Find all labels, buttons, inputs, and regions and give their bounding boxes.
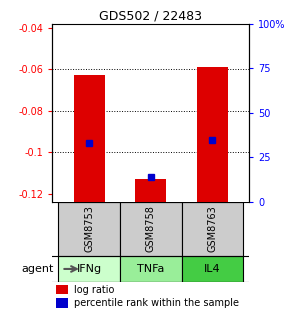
Bar [182, 202, 243, 256]
Bar [56, 298, 68, 308]
Bar [135, 179, 166, 202]
Bar [197, 67, 228, 202]
Text: IFNg: IFNg [77, 264, 102, 274]
Text: GSM8753: GSM8753 [84, 205, 94, 252]
Bar [56, 285, 68, 294]
Text: IL4: IL4 [204, 264, 221, 274]
Text: agent: agent [21, 264, 53, 274]
Bar [58, 256, 120, 282]
Bar [120, 202, 182, 256]
Bar [74, 75, 105, 202]
Text: percentile rank within the sample: percentile rank within the sample [74, 298, 239, 308]
Text: GSM8763: GSM8763 [207, 205, 218, 252]
Text: log ratio: log ratio [74, 285, 114, 295]
Bar [120, 256, 182, 282]
Title: GDS502 / 22483: GDS502 / 22483 [99, 9, 202, 23]
Bar [182, 256, 243, 282]
Text: GSM8758: GSM8758 [146, 205, 156, 252]
Bar [58, 202, 120, 256]
Text: TNFa: TNFa [137, 264, 164, 274]
